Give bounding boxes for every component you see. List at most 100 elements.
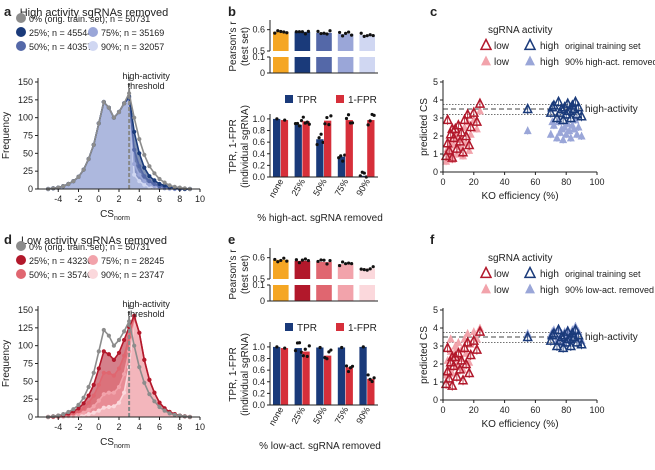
legend-marker-high-open bbox=[523, 37, 537, 51]
hist-point bbox=[81, 401, 86, 406]
rate-dot bbox=[368, 119, 372, 123]
1-fpr-bar-90% bbox=[367, 378, 375, 405]
legend-marker bbox=[16, 241, 26, 251]
hist-point bbox=[101, 99, 106, 105]
rate-y-tick-label: 0.0 bbox=[252, 172, 265, 182]
x-tick-label: -4 bbox=[54, 194, 62, 204]
hist-point bbox=[152, 181, 157, 187]
pearson-dot bbox=[282, 256, 286, 260]
rate-dot bbox=[350, 364, 355, 368]
hist-point bbox=[116, 384, 122, 390]
rate-dot bbox=[305, 354, 309, 359]
hist-point bbox=[152, 171, 157, 176]
point bbox=[469, 327, 478, 336]
y-tick-label: 4 bbox=[433, 323, 438, 333]
rate-dot bbox=[343, 153, 347, 157]
rate-dot bbox=[317, 136, 321, 140]
hist-point bbox=[137, 151, 142, 156]
pearson-dot bbox=[325, 262, 329, 266]
pearson-dot bbox=[325, 32, 329, 36]
tpr-bar-25% bbox=[294, 124, 302, 177]
tpr-bar-none bbox=[273, 118, 281, 177]
rate-dot bbox=[372, 113, 376, 117]
rate-y-tick-label: 1.0 bbox=[252, 342, 265, 352]
x-tick-label: 40 bbox=[500, 177, 510, 187]
y-tick-label: 25 bbox=[23, 166, 33, 176]
hist-point bbox=[81, 167, 86, 172]
x-axis-label: % low-act. sgRNA removed bbox=[259, 441, 381, 452]
point bbox=[447, 151, 458, 162]
ref-line-label: high-activity bbox=[585, 332, 638, 343]
threshold-label-1: high-activity bbox=[122, 299, 170, 309]
pearson-bar-none-upper bbox=[273, 259, 289, 279]
point bbox=[571, 336, 583, 347]
legend-marker-low-filled bbox=[481, 55, 491, 66]
legend-marker bbox=[16, 269, 26, 279]
legend-label: 50%; n = 35740 bbox=[29, 270, 92, 280]
point bbox=[443, 144, 455, 155]
rate-dot bbox=[329, 348, 333, 352]
rate-dot bbox=[368, 377, 372, 381]
hist-point bbox=[152, 399, 157, 404]
legend-label: low bbox=[494, 57, 510, 68]
rate-dot bbox=[275, 345, 279, 349]
point bbox=[570, 323, 581, 335]
point bbox=[474, 97, 486, 108]
point bbox=[552, 133, 561, 142]
x-tick-label: 100 bbox=[589, 405, 604, 415]
pearson-dot bbox=[319, 31, 323, 36]
tpr-bar-none bbox=[273, 346, 281, 405]
y-tick-label: 150 bbox=[18, 77, 33, 87]
x-tick-label: 6 bbox=[157, 422, 162, 432]
point bbox=[462, 108, 473, 119]
x-tick-label: 10 bbox=[195, 422, 205, 432]
y-tick-label: 3 bbox=[433, 341, 438, 351]
x-axis-label: CSnorm bbox=[100, 437, 130, 450]
hist-point bbox=[147, 179, 152, 184]
point bbox=[554, 106, 566, 117]
point bbox=[465, 348, 476, 360]
pearson-y-tick-label: 0.6 bbox=[252, 25, 265, 35]
point bbox=[566, 133, 575, 142]
hist-point bbox=[132, 115, 137, 120]
point bbox=[440, 149, 452, 161]
hist-point bbox=[142, 380, 147, 385]
hist-point bbox=[101, 392, 106, 397]
hist-point bbox=[137, 330, 142, 335]
point bbox=[447, 122, 458, 134]
hist-point bbox=[137, 164, 142, 169]
rate-dot bbox=[297, 341, 302, 345]
legend-marker-low-open bbox=[479, 265, 493, 279]
hist-point bbox=[106, 105, 111, 110]
legend-label-tpr: TPR bbox=[297, 95, 317, 106]
pearson-dot bbox=[365, 34, 369, 38]
hist-point bbox=[106, 333, 111, 338]
1-fpr-bar-none bbox=[280, 120, 289, 177]
hist-point bbox=[147, 164, 152, 169]
pearson-dot bbox=[350, 33, 354, 37]
pearson-dot bbox=[279, 258, 283, 263]
x-axis-label: % high-act. sgRNA removed bbox=[257, 213, 383, 224]
y-tick-label: 125 bbox=[18, 323, 33, 333]
y-tick-label: 5 bbox=[433, 305, 438, 315]
pearson-dot bbox=[303, 32, 307, 36]
rate-dot bbox=[301, 354, 305, 358]
hist-point bbox=[172, 184, 177, 189]
point bbox=[471, 343, 483, 354]
x-axis-label: KO efficiency (%) bbox=[481, 419, 558, 430]
hist-point bbox=[106, 390, 111, 395]
y-axis-label: Frequency bbox=[1, 112, 12, 159]
rate-dot bbox=[305, 120, 309, 124]
legend-label: 90% high-act. removed bbox=[565, 57, 655, 67]
hist-point bbox=[66, 181, 71, 187]
tpr-bar-50% bbox=[316, 347, 324, 405]
hist-point bbox=[122, 353, 127, 358]
legend-label: low bbox=[494, 41, 510, 52]
x-tick-label: 0 bbox=[440, 177, 445, 187]
hist-point bbox=[96, 408, 101, 413]
pearson-dot bbox=[365, 268, 369, 272]
y-tick-label: 50 bbox=[23, 376, 33, 386]
legend-title: sgRNA activity bbox=[488, 25, 552, 36]
hist-point bbox=[111, 373, 116, 378]
